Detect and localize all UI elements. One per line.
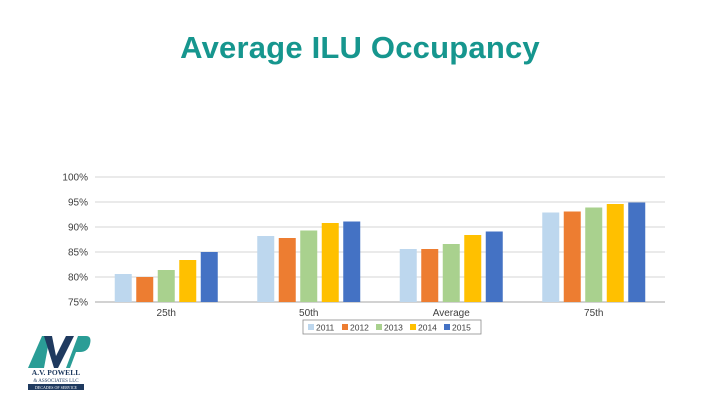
bar [563,211,581,302]
logo-p-shape [66,336,91,368]
y-tick-label: 80% [68,273,88,284]
x-tick-label: 25th [157,308,176,319]
legend-label: 2012 [350,323,369,333]
bar [136,277,154,302]
x-axis-labels: 25th 50th Average 75th [157,308,604,319]
logo-v-shape [44,336,74,368]
bar [343,221,361,302]
bar [179,260,197,302]
legend-swatch [444,324,450,330]
slide-title: Average ILU Occupancy [180,30,540,65]
x-tick-label: 75th [584,308,603,319]
bar [157,270,175,302]
bars [114,202,646,302]
legend-label: 2015 [452,323,471,333]
bar [628,202,646,302]
logo-tagline-bar [28,384,84,390]
bar [399,249,417,302]
bar [542,212,560,302]
bar [421,249,439,302]
legend-box [302,319,482,335]
bar [321,223,339,302]
y-axis-ticks: 75% 80% 85% 90% 95% 100% [62,173,88,309]
bar [464,235,482,302]
legend-swatch [410,324,416,330]
y-tick-label: 90% [68,223,88,234]
logo-tagline: DECADES OF SERVICE [35,385,77,390]
company-logo: A.V. POWELL & ASSOCIATES LLC DECADES OF … [28,336,91,390]
x-tick-label: 50th [299,308,318,319]
y-tick-label: 95% [68,198,88,209]
bar [300,230,318,302]
bar-chart: 75%80%85%90%95%100% 25th 50th Average 75th … [62,173,665,335]
legend-swatch [342,324,348,330]
logo-line2: & ASSOCIATES LLC [33,379,79,384]
bar [278,238,296,302]
legend-swatch [308,324,314,330]
bar [200,252,218,302]
y-tick-label: 75% [68,298,88,309]
legend: 2011 2012 2013 2014 2015 [302,319,482,335]
y-tick-label: 85% [68,248,88,259]
legend-label: 2013 [384,323,403,333]
logo-line1: A.V. POWELL [32,368,80,377]
bar [606,204,624,302]
legend-swatch [376,324,382,330]
x-tick-label: Average [433,308,471,319]
bar [442,244,460,302]
bar [585,207,603,302]
legend-label: 2011 [316,323,335,333]
y-tick-label: 100% [62,173,88,184]
logo-a-shape [28,336,50,368]
bar [485,231,503,302]
legend-label: 2014 [418,323,437,333]
bar [257,236,275,302]
bar [114,274,132,302]
